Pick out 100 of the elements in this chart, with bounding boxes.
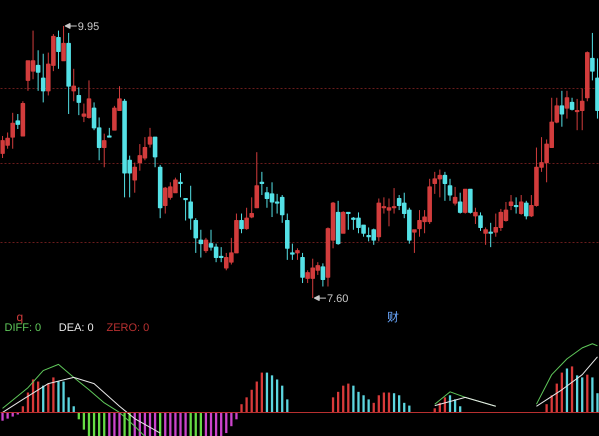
candlestick xyxy=(260,171,264,196)
bar xyxy=(281,386,284,412)
candlestick xyxy=(107,127,112,138)
bar xyxy=(230,412,232,426)
candlestick xyxy=(204,237,208,254)
candlestick xyxy=(320,262,326,287)
candlestick xyxy=(102,133,107,168)
candlestick xyxy=(468,188,473,214)
bar xyxy=(586,374,588,412)
bar xyxy=(52,377,55,412)
bar xyxy=(556,384,558,412)
bar xyxy=(591,377,594,412)
candlestick xyxy=(239,213,244,234)
bar xyxy=(108,412,110,436)
candlestick xyxy=(508,194,514,211)
candlestick xyxy=(560,90,564,128)
bar xyxy=(22,406,24,412)
ref-line-label: ZERO: 0 xyxy=(106,322,150,334)
candlestick xyxy=(473,207,478,224)
bar xyxy=(342,386,344,412)
candlestick xyxy=(518,194,524,216)
bar xyxy=(368,399,370,412)
bar xyxy=(545,404,548,412)
bar xyxy=(352,386,355,412)
candlestick xyxy=(290,243,295,260)
candlestick xyxy=(36,50,40,92)
candlestick xyxy=(524,200,529,220)
bar xyxy=(194,412,197,436)
annotation: 7.60 xyxy=(326,293,348,306)
candlestick xyxy=(514,196,518,214)
bar xyxy=(560,372,564,412)
bar xyxy=(347,384,350,412)
candlestick xyxy=(448,178,452,202)
candlestick xyxy=(244,207,249,230)
candlestick xyxy=(564,90,570,120)
bar xyxy=(6,412,9,419)
candlestick xyxy=(452,186,458,206)
bar xyxy=(260,372,264,412)
annotation: 9.95 xyxy=(78,20,100,33)
candlestick xyxy=(152,136,158,168)
candlestick xyxy=(148,127,152,148)
text: 财 xyxy=(387,310,400,324)
bar xyxy=(190,412,192,436)
candlestick xyxy=(178,172,183,198)
bar xyxy=(98,412,100,436)
bar xyxy=(372,402,375,412)
bar xyxy=(164,412,166,436)
bar xyxy=(408,406,410,412)
candlestick xyxy=(198,229,204,258)
bar xyxy=(72,406,75,412)
bar xyxy=(581,377,584,412)
bar xyxy=(220,412,222,436)
bar xyxy=(82,412,86,430)
bar xyxy=(103,412,106,436)
candlestick xyxy=(483,226,488,246)
candlestick xyxy=(76,86,82,116)
bar xyxy=(286,399,288,412)
candlestick xyxy=(458,192,462,214)
bar xyxy=(225,412,228,434)
text: DEA: 0 xyxy=(58,322,94,334)
bar xyxy=(78,412,80,420)
bar xyxy=(398,395,400,412)
candlestick xyxy=(183,198,188,221)
candlestick xyxy=(462,188,468,214)
candlestick xyxy=(193,218,198,254)
candlestick xyxy=(10,112,15,150)
candlestick xyxy=(442,171,448,202)
text: DIFF: 0 xyxy=(4,322,42,334)
bar xyxy=(256,382,258,412)
bar xyxy=(67,397,70,412)
bar xyxy=(169,412,172,436)
candlestick xyxy=(56,30,61,70)
candlestick xyxy=(488,222,493,248)
bar xyxy=(403,402,406,412)
candlestick xyxy=(478,212,483,232)
candlestick xyxy=(61,25,66,62)
candlestick xyxy=(249,196,254,219)
candlestick xyxy=(254,152,260,208)
bar xyxy=(245,397,248,412)
bar xyxy=(36,382,40,412)
candlestick xyxy=(132,162,138,194)
bar xyxy=(336,392,340,412)
candlestick xyxy=(16,113,20,130)
candlestick xyxy=(188,185,193,230)
bar xyxy=(459,406,462,412)
bar xyxy=(250,390,253,412)
candlestick xyxy=(346,212,351,230)
candlestick xyxy=(590,32,595,81)
bar xyxy=(159,412,162,436)
bar xyxy=(200,412,202,436)
bar xyxy=(47,384,50,412)
bar xyxy=(378,395,380,412)
bar xyxy=(576,375,578,412)
bar xyxy=(276,379,278,412)
candlestick xyxy=(340,210,346,234)
candlestick xyxy=(71,68,76,102)
text: q xyxy=(16,310,24,324)
candlestick xyxy=(412,229,417,254)
candlestick xyxy=(40,53,46,103)
bar xyxy=(42,386,44,412)
